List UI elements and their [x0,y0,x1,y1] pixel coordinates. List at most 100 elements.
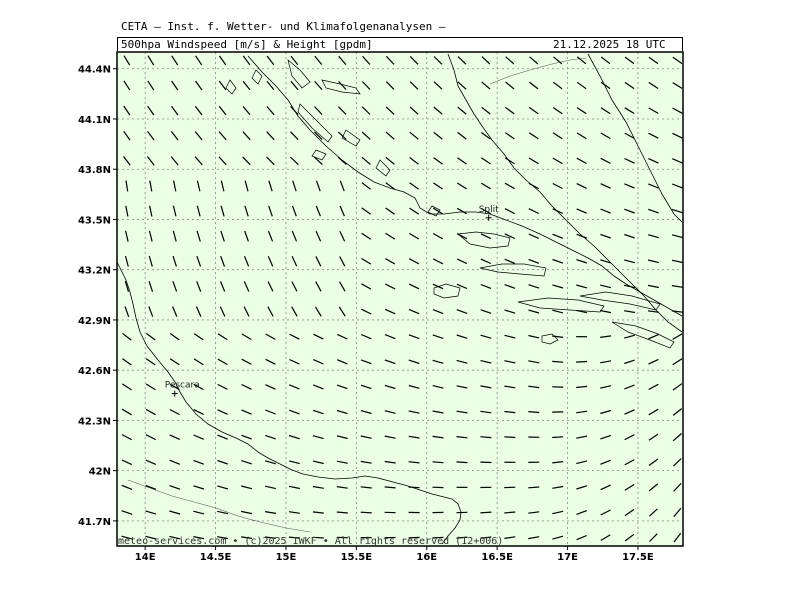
wind-shaft [504,511,516,514]
wind-shaft [624,183,635,189]
wind-shaft [672,158,683,164]
wind-shaft [672,107,683,114]
wind-shaft [505,106,515,115]
wind-shaft [624,508,635,517]
wind-shaft [672,358,683,366]
wind-shaft [432,334,444,339]
wind-shaft [244,230,249,242]
wind-shaft [267,306,274,317]
wind-shaft [600,509,611,516]
wind-shaft [528,132,539,140]
wind-shaft [528,106,539,115]
wind-shaft [624,459,635,466]
wind-shaft [290,80,299,91]
wind-shaft [360,435,372,439]
chart-title: CETA — Inst. f. Wetter- und Klimafolgena… [121,20,446,33]
lat-tick-label: 42.6N [78,366,111,377]
wind-shaft [217,485,229,490]
wind-shaft [624,359,635,365]
island-hvar [479,263,547,277]
wind-shaft [121,510,133,515]
wind-shaft [385,232,396,240]
wind-shaft [648,508,658,517]
wind-shaft [360,384,372,390]
wind-shaft [149,180,153,192]
wind-shaft [193,409,204,415]
wind-shaft [624,483,635,491]
wind-shaft [338,306,346,317]
wind-shaft [218,105,227,116]
wind-shaft [361,81,371,90]
wind-shaft [173,180,177,192]
island [321,79,361,95]
wind-shaft [312,384,324,390]
wind-shaft [121,484,133,490]
footer-credit: meteo-services.com • (c)2025 IWKF • All … [118,536,503,547]
wind-shaft [600,81,611,90]
wind-shaft [194,105,203,116]
wind-shaft [220,180,225,192]
wind-shaft [123,130,131,141]
wind-shaft [408,283,420,290]
wind-shaft [600,309,612,314]
wind-shaft [528,233,540,239]
wind-shaft [292,180,297,192]
wind-shaft [504,182,515,190]
wind-shaft [504,385,516,389]
wind-shaft [649,533,658,542]
wind-shaft [480,283,492,289]
wind-shaft [147,105,155,116]
wind-shaft [289,333,300,340]
wind-shaft [576,157,587,165]
wind-shaft [576,309,588,314]
wind-shaft [504,258,516,264]
wind-shaft [624,533,635,542]
wind-shaft [457,157,467,165]
wind-shaft [361,207,372,215]
wind-shaft [456,359,468,364]
wind-shaft [264,485,276,490]
wind-shaft [195,80,203,91]
wind-shaft [196,281,202,292]
wind-shaft [624,233,635,239]
wind-shaft [504,309,516,314]
wind-shaft [313,359,324,365]
wind-shaft [576,435,588,439]
wind-shaft [312,460,324,465]
city-label: Pescara [165,381,200,391]
wind-shaft [433,106,443,115]
wind-shaft [169,333,180,341]
wind-shaft [433,56,443,65]
wind-shaft [361,156,371,165]
wind-shaft [432,461,444,464]
lat-tick-label: 44.4N [78,65,111,76]
wind-shaft [290,106,299,116]
peljesac [579,291,661,311]
wind-shaft [123,80,131,91]
wind-shaft [600,484,611,491]
wind-shaft [122,358,132,366]
wind-shaft [265,460,276,465]
wind-shaft [312,409,324,415]
wind-shaft [457,131,467,140]
wind-shaft [480,334,492,339]
wind-shaft [268,205,273,217]
wind-shaft [552,157,563,165]
wind-shaft [671,183,683,189]
wind-shaft [291,306,298,317]
wind-shaft [243,255,250,267]
wind-shaft [312,536,324,539]
wind-shaft [145,408,156,416]
wind-shaft [170,156,179,166]
wind-shaft [360,486,372,489]
wind-shaft [196,255,202,267]
wind-shaft [336,384,348,390]
wind-shaft [384,384,396,390]
wind-shaft [121,459,133,466]
wind-shaft [576,208,587,214]
lon-tick-label: 17E [557,552,578,563]
wind-shaft [315,230,322,242]
inland-border-3 [489,57,587,85]
lat-tick-label: 43.2N [78,266,111,277]
